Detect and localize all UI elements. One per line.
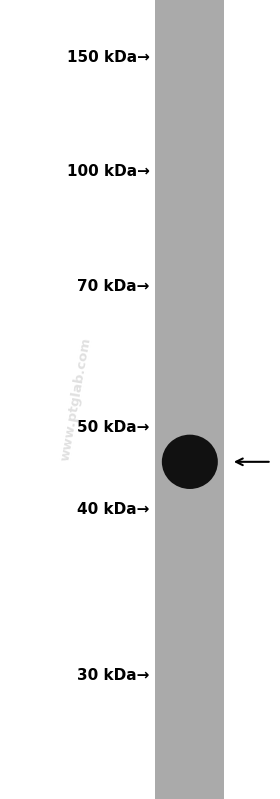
Text: 30 kDa→: 30 kDa→ [78,668,150,682]
Ellipse shape [162,435,218,489]
Text: 70 kDa→: 70 kDa→ [78,279,150,293]
Text: www.ptglab.com: www.ptglab.com [58,336,93,463]
Bar [155,0,224,799]
Text: 40 kDa→: 40 kDa→ [78,503,150,517]
Text: 50 kDa→: 50 kDa→ [78,420,150,435]
Text: 150 kDa→: 150 kDa→ [67,50,150,65]
Text: 100 kDa→: 100 kDa→ [67,165,150,179]
